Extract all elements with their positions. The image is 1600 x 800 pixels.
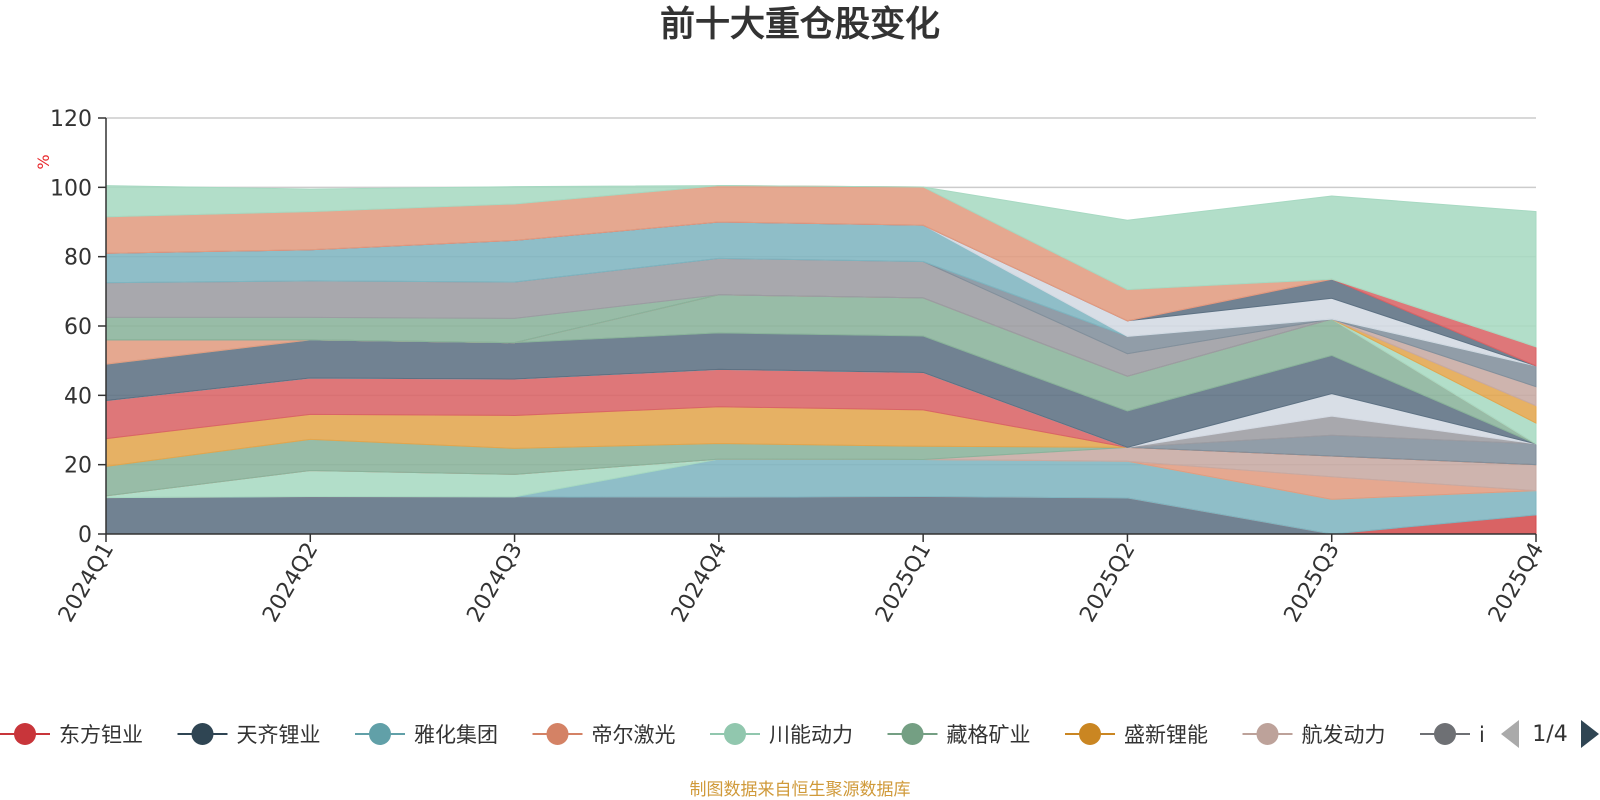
legend-label: 东方钽业 (59, 723, 143, 747)
legend-page-indicator: 1/4 (1532, 722, 1567, 747)
x-axis-ticks: 2024Q1 2024Q2 2024Q3 2024Q4 2025Q1 2025Q2 2025… (54, 534, 1549, 627)
y-tick-label-0: 0 (78, 523, 92, 548)
legend-label: 天齐锂业 (237, 723, 321, 747)
legend: 东方钽业 天齐锂业 雅化集团 帝尔激光 川能动力 藏格矿业 盛新锂能 航发动力 i (0, 723, 1485, 747)
legend-label: 川能动力 (769, 723, 853, 747)
legend-marker-icon (191, 723, 214, 745)
legend-prev-arrow-icon[interactable] (1501, 720, 1519, 748)
x-tick-label-3: 2024Q4 (667, 539, 732, 627)
x-tick-label-5: 2025Q2 (1075, 539, 1140, 627)
legend-item-8[interactable]: i (1420, 723, 1485, 747)
x-tick-label-6: 2025Q3 (1280, 539, 1345, 627)
legend-label: 盛新锂能 (1124, 723, 1208, 747)
legend-item-4[interactable]: 川能动力 (710, 723, 853, 747)
legend-marker-icon (546, 723, 569, 745)
legend-next-arrow-icon[interactable] (1581, 720, 1599, 748)
legend-item-1[interactable]: 天齐锂业 (177, 723, 321, 747)
legend-marker-icon (369, 723, 391, 745)
y-tick-label-3: 60 (64, 315, 92, 340)
legend-item-0[interactable]: 东方钽业 (0, 723, 143, 747)
legend-marker-icon (724, 723, 746, 745)
source-note: 制图数据来自恒生聚源数据库 (690, 780, 911, 800)
legend-item-2[interactable]: 雅化集团 (355, 723, 498, 747)
legend-item-7[interactable]: 航发动力 (1242, 723, 1386, 747)
legend-label: 雅化集团 (414, 723, 498, 747)
legend-label: i (1479, 723, 1485, 747)
legend-label: 藏格矿业 (947, 723, 1031, 747)
legend-item-5[interactable]: 藏格矿业 (887, 723, 1031, 747)
area-series (105, 185, 1537, 535)
x-tick-label-0: 2024Q1 (54, 539, 119, 627)
y-tick-label-5: 100 (50, 176, 92, 201)
y-tick-label-2: 40 (64, 384, 92, 409)
area-series-27 (105, 185, 1537, 348)
y-axis-unit: % (34, 154, 53, 169)
x-tick-label-2: 2024Q3 (462, 539, 527, 627)
legend-marker-icon (14, 723, 36, 745)
legend-marker-icon (901, 723, 924, 745)
legend-label: 帝尔激光 (592, 723, 676, 747)
legend-marker-icon (1434, 723, 1456, 745)
legend-item-3[interactable]: 帝尔激光 (532, 723, 676, 747)
legend-marker-icon (1079, 723, 1101, 745)
legend-pager: 1/4 (1501, 720, 1599, 748)
y-axis-ticks: 0 20 40 60 80 100 120 (50, 107, 106, 548)
y-tick-label-6: 120 (50, 107, 92, 132)
x-tick-label-4: 2025Q1 (871, 539, 936, 627)
x-tick-label-7: 2025Q4 (1484, 539, 1549, 627)
x-tick-label-1: 2024Q2 (258, 539, 323, 627)
legend-marker-icon (1256, 723, 1279, 745)
y-tick-label-4: 80 (64, 246, 92, 271)
legend-item-6[interactable]: 盛新锂能 (1065, 723, 1208, 747)
chart-title: 前十大重仓股变化 (660, 5, 940, 45)
legend-label: 航发动力 (1302, 723, 1386, 747)
y-tick-label-1: 20 (64, 454, 92, 479)
